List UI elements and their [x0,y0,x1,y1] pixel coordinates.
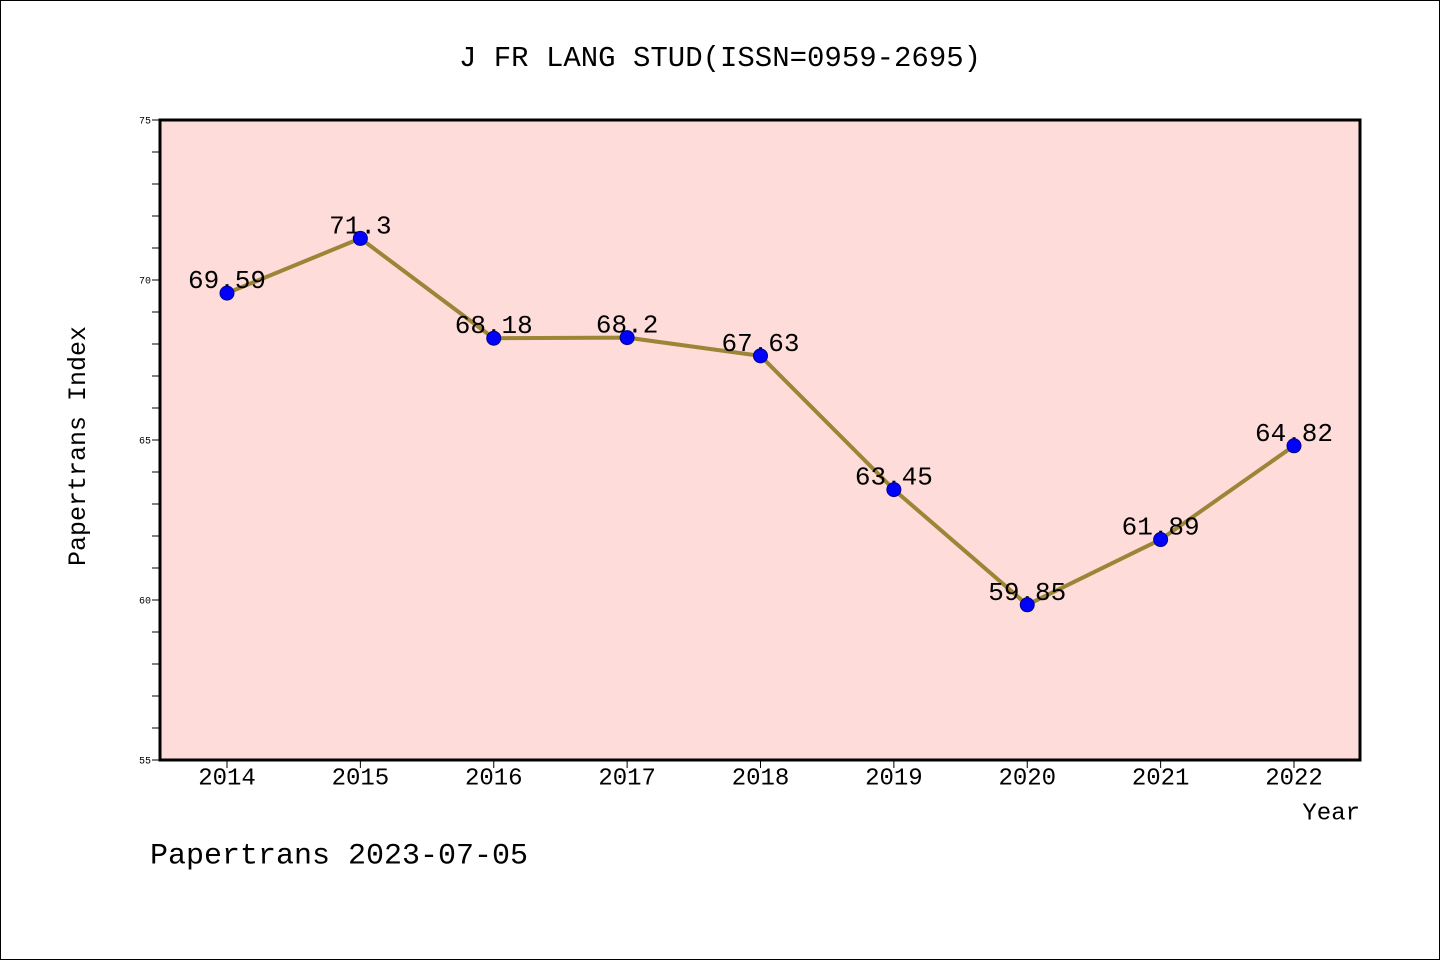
y-tick-label: 65 [139,437,151,448]
y-tick-label: 75 [139,117,151,128]
x-tick-label: 2022 [1265,765,1323,792]
x-axis-title: Year [1302,800,1360,827]
x-axis-ticks: 2014 2015 2016 2017 2018 2019 2020 2021 2022 [198,760,1323,792]
data-point-marker [753,348,768,364]
data-point-marker [1153,532,1169,548]
footer-credit: Papertrans 2023-07-05 [150,840,528,874]
data-point-marker [619,330,635,346]
data-point-marker [1019,597,1035,613]
x-tick-label: 2017 [598,765,656,792]
x-tick-label: 2014 [198,765,256,792]
plot-frame [158,118,1362,762]
x-tick-label: 2021 [1132,765,1190,792]
x-tick-label: 2020 [998,765,1056,792]
y-axis-title: Papertrans Index [64,326,93,566]
data-point-marker [352,230,368,246]
data-point-marker [486,330,502,346]
x-tick-label: 2019 [865,765,923,792]
data-point-marker [1286,438,1302,454]
y-tick-label: 60 [139,597,151,608]
data-markers [219,230,1302,613]
x-tick-label: 2015 [332,765,390,792]
chart-title: J FR LANG STUD(ISSN=0959-2695) [459,42,981,75]
x-tick-label: 2016 [465,765,523,792]
y-tick-label: 55 [139,757,151,768]
data-point-marker [219,285,235,301]
plot-area [160,120,1360,760]
x-tick-label: 2018 [732,765,790,792]
y-tick-label: 70 [139,277,151,288]
data-point-marker [886,482,902,498]
